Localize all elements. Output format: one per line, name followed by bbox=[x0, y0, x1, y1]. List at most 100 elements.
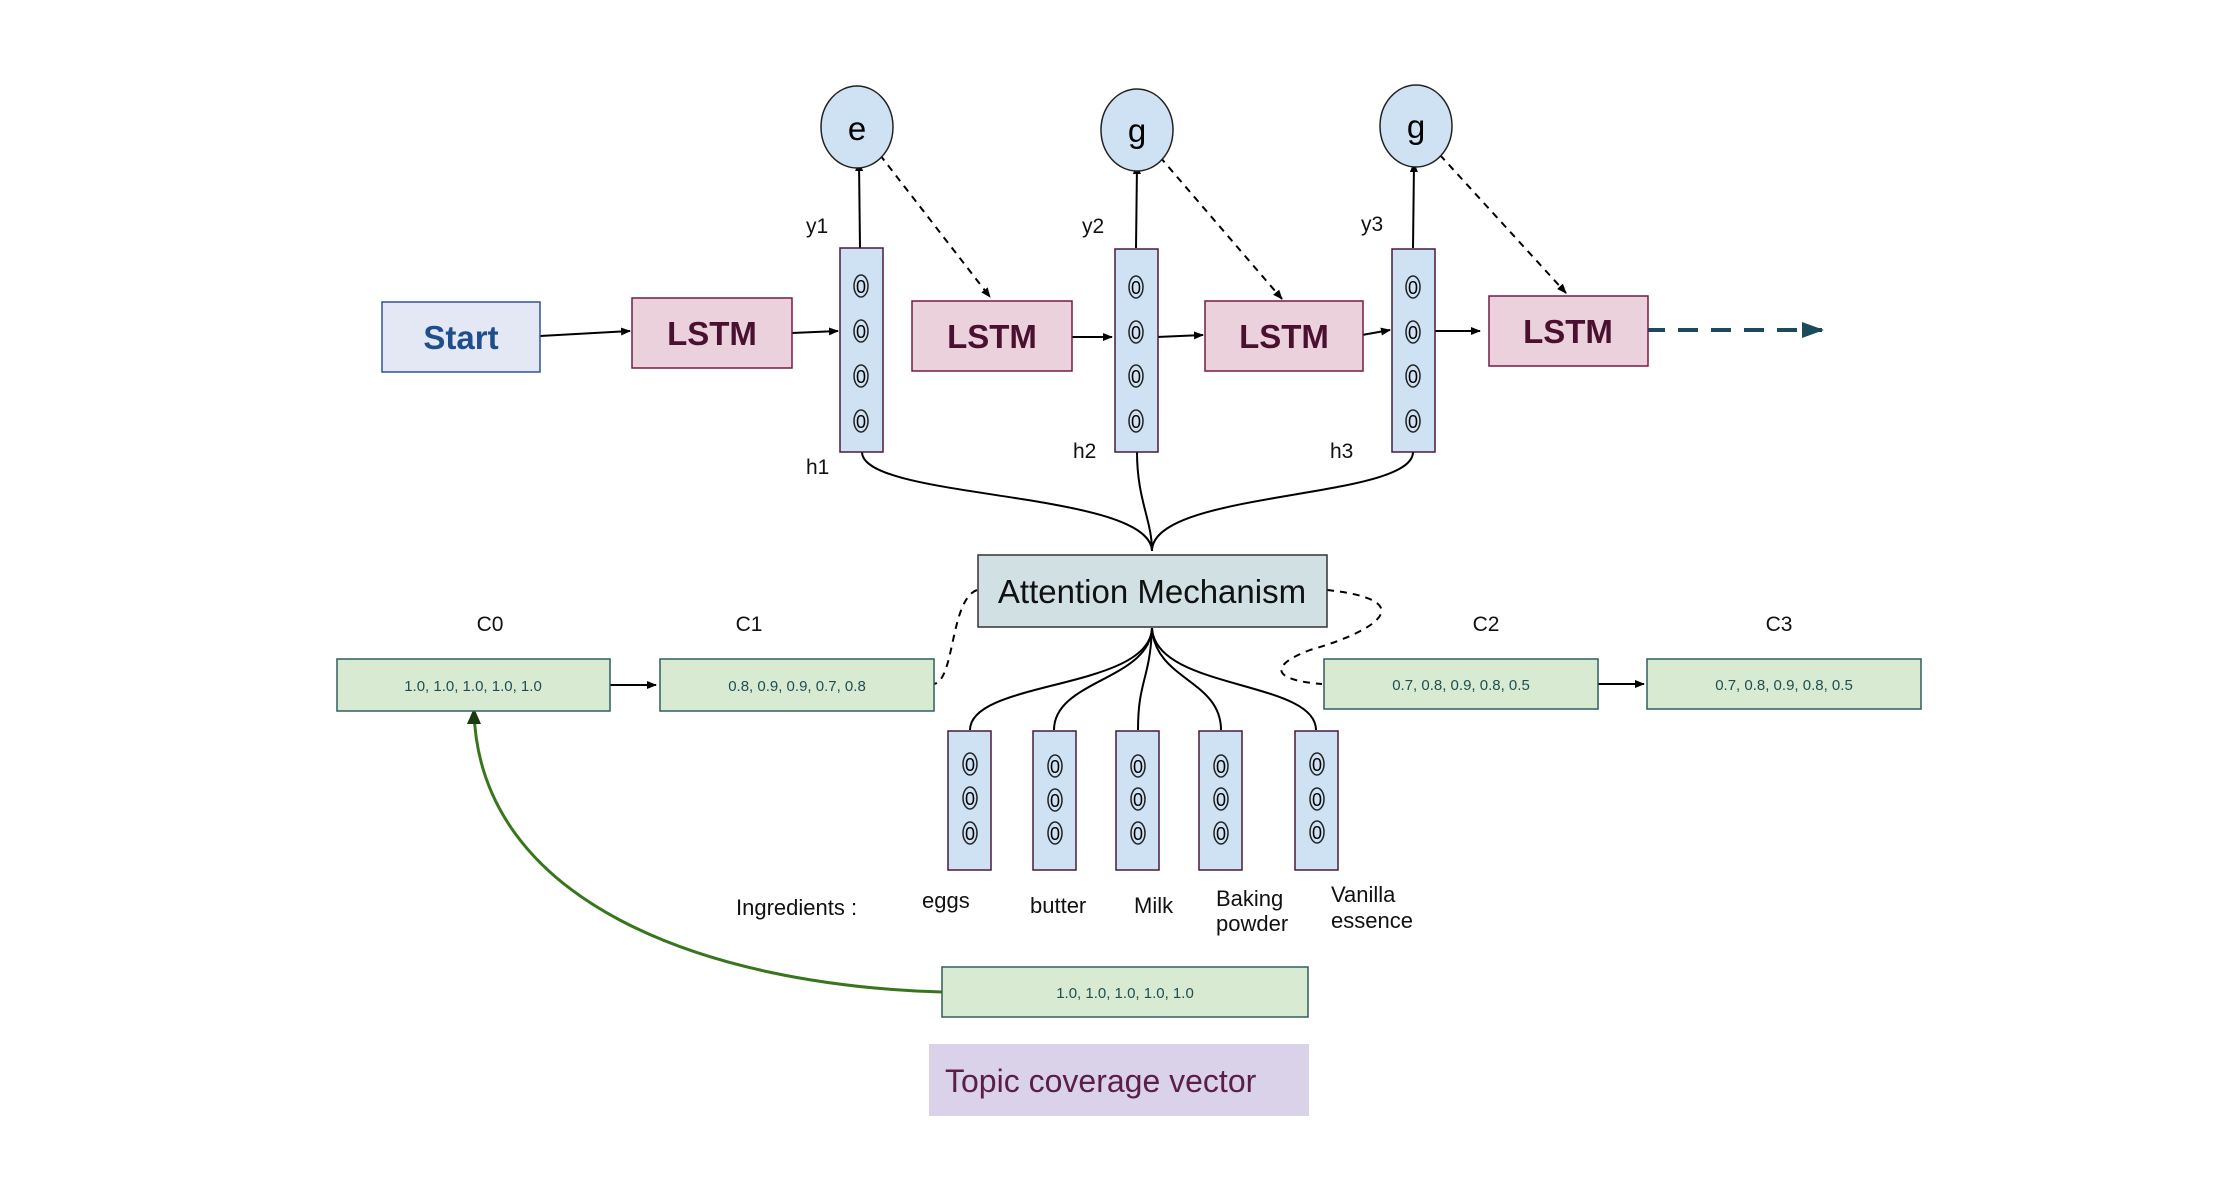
lstm-cell-3: LSTM bbox=[1204, 300, 1364, 372]
ingredient-label-line2: powder bbox=[1216, 911, 1288, 936]
topic-coverage-label: Topic coverage vector bbox=[945, 1063, 1257, 1099]
curve-attention-to-butter bbox=[1053, 627, 1153, 731]
coverage-c2: C2 0.7, 0.8, 0.9, 0.8, 0.5 bbox=[1323, 613, 1599, 710]
cell-glyph: 0 bbox=[1133, 824, 1143, 844]
output-token-label: e bbox=[848, 110, 866, 147]
ingredient-vector-vanilla-essence: 0 0 0 bbox=[1294, 730, 1339, 871]
cell-glyph: 0 bbox=[1050, 791, 1060, 811]
arrow-h2-to-lstm3 bbox=[1156, 331, 1204, 340]
coverage-values: 1.0, 1.0, 1.0, 1.0, 1.0 bbox=[404, 678, 542, 695]
curve-topic-to-c0 bbox=[472, 711, 943, 994]
ingredient-label: Milk bbox=[1134, 893, 1174, 918]
cell-glyph: 0 bbox=[965, 824, 975, 844]
y-label-3: y3 bbox=[1361, 213, 1383, 236]
cell-glyph: 0 bbox=[1408, 278, 1418, 298]
output-token-label: g bbox=[1407, 108, 1425, 145]
curve-h2-to-attention bbox=[1136, 451, 1153, 552]
attention-mechanism: Attention Mechanism bbox=[977, 554, 1328, 628]
cell-glyph: 0 bbox=[1133, 790, 1143, 810]
coverage-label: C3 bbox=[1766, 613, 1793, 636]
output-token-label: g bbox=[1128, 112, 1146, 149]
cell-glyph: 0 bbox=[965, 789, 975, 809]
coverage-values: 0.8, 0.9, 0.9, 0.7, 0.8 bbox=[728, 678, 866, 695]
start-label: Start bbox=[423, 319, 498, 356]
ingredients-title: Ingredients : bbox=[736, 895, 857, 920]
hidden-vector-h3: 0 0 0 0 bbox=[1391, 248, 1436, 453]
curve-attention-to-vanilla bbox=[1151, 627, 1317, 731]
lstm-label: LSTM bbox=[1523, 313, 1613, 350]
dashed-y2-to-lstm3 bbox=[1159, 156, 1283, 300]
cell-glyph: 0 bbox=[1408, 412, 1418, 432]
ingredient-label-line2: essence bbox=[1331, 908, 1413, 933]
cell-glyph: 0 bbox=[1131, 278, 1141, 298]
cell-glyph: 0 bbox=[1408, 323, 1418, 343]
coverage-values: 0.7, 0.8, 0.9, 0.8, 0.5 bbox=[1715, 677, 1853, 694]
cell-glyph: 0 bbox=[856, 367, 866, 387]
arrow-lstm3-to-h3 bbox=[1361, 327, 1391, 336]
arrow-start-to-lstm1 bbox=[539, 327, 631, 337]
topic-coverage-label-box: Topic coverage vector bbox=[929, 1044, 1309, 1116]
arrow-h2-to-y2 bbox=[1132, 164, 1141, 249]
cell-glyph: 0 bbox=[1312, 823, 1322, 843]
ingredient-label: butter bbox=[1030, 893, 1086, 918]
dashed-attention-to-c2 bbox=[1280, 589, 1383, 685]
output-token-3: g bbox=[1379, 84, 1453, 168]
coverage-label: C1 bbox=[736, 613, 763, 636]
dashed-attention-to-c1 bbox=[933, 589, 978, 685]
dashed-y3-to-lstm4 bbox=[1439, 154, 1567, 294]
cell-glyph: 0 bbox=[856, 412, 866, 432]
cell-glyph: 0 bbox=[1216, 790, 1226, 810]
arrowhead-topic-to-c0 bbox=[467, 708, 481, 724]
h-label-3: h3 bbox=[1330, 440, 1353, 463]
arrow-lstm1-to-h1 bbox=[791, 327, 839, 336]
topic-vector-values: 1.0, 1.0, 1.0, 1.0, 1.0 bbox=[1056, 985, 1194, 1002]
coverage-label: C0 bbox=[477, 613, 504, 636]
cell-glyph: 0 bbox=[1312, 755, 1322, 775]
attention-label: Attention Mechanism bbox=[998, 573, 1306, 610]
cell-glyph: 0 bbox=[1131, 367, 1141, 387]
ingredient-label: eggs bbox=[922, 888, 970, 913]
cell-glyph: 0 bbox=[1312, 790, 1322, 810]
cell-glyph: 0 bbox=[1050, 824, 1060, 844]
lstm-label: LSTM bbox=[947, 318, 1037, 355]
cell-glyph: 0 bbox=[1216, 824, 1226, 844]
lstm-cell-1: LSTM bbox=[631, 297, 793, 369]
cell-glyph: 0 bbox=[965, 755, 975, 775]
curve-attention-to-eggs bbox=[969, 627, 1153, 731]
cell-glyph: 0 bbox=[1133, 757, 1143, 777]
topic-vector: 1.0, 1.0, 1.0, 1.0, 1.0 bbox=[941, 966, 1309, 1018]
lstm-label: LSTM bbox=[1239, 318, 1329, 355]
hidden-vector-h1: 0 0 0 0 bbox=[839, 247, 884, 453]
coverage-c1: C1 0.8, 0.9, 0.9, 0.7, 0.8 bbox=[659, 613, 935, 712]
lstm-cell-4: LSTM bbox=[1488, 295, 1649, 367]
coverage-c3: C3 0.7, 0.8, 0.9, 0.8, 0.5 bbox=[1646, 613, 1922, 710]
ingredient-label: Vanilla bbox=[1331, 882, 1396, 907]
dashed-y1-to-lstm2 bbox=[879, 154, 991, 298]
connectors bbox=[539, 154, 1645, 731]
curve-h3-to-attention bbox=[1151, 451, 1414, 552]
coverage-values: 0.7, 0.8, 0.9, 0.8, 0.5 bbox=[1392, 677, 1530, 694]
cell-glyph: 0 bbox=[1131, 323, 1141, 343]
h-label-1: h1 bbox=[806, 456, 829, 479]
ingredient-vector-eggs: 0 0 0 bbox=[947, 730, 992, 871]
lstm-label: LSTM bbox=[667, 315, 757, 352]
h-label-2: h2 bbox=[1073, 440, 1096, 463]
hidden-vector-h2: 0 0 0 0 bbox=[1114, 248, 1159, 453]
cell-glyph: 0 bbox=[1131, 412, 1141, 432]
curve-attention-to-milk bbox=[1137, 627, 1153, 731]
curve-attention-to-baking bbox=[1151, 627, 1222, 731]
coverage-label: C2 bbox=[1473, 613, 1500, 636]
y-label-1: y1 bbox=[806, 215, 828, 238]
lstm-cell-2: LSTM bbox=[911, 300, 1073, 372]
cell-glyph: 0 bbox=[856, 322, 866, 342]
cell-glyph: 0 bbox=[1050, 757, 1060, 777]
coverage-c0: C0 1.0, 1.0, 1.0, 1.0, 1.0 bbox=[336, 613, 611, 712]
ingredient-vector-milk: 0 0 0 bbox=[1115, 730, 1160, 871]
ingredient-label: Baking bbox=[1216, 886, 1283, 911]
start-node: Start bbox=[381, 301, 541, 373]
curve-h1-to-attention bbox=[861, 451, 1153, 552]
ingredient-vector-butter: 0 0 0 bbox=[1032, 730, 1077, 871]
y-label-2: y2 bbox=[1082, 215, 1104, 238]
arrow-h3-to-y3 bbox=[1409, 162, 1418, 249]
